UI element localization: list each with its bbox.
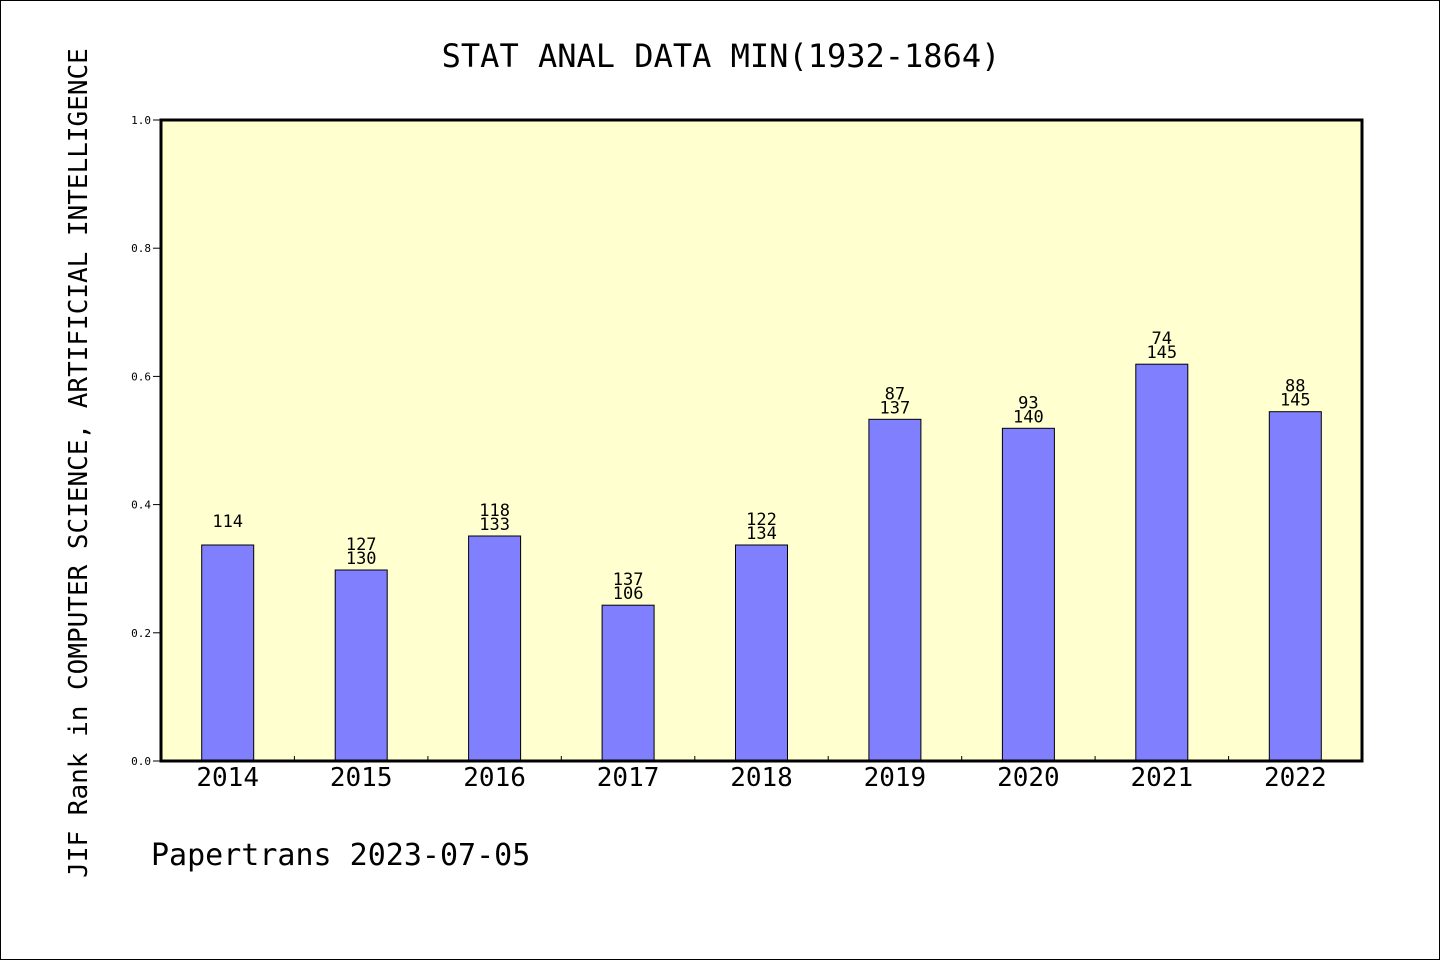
bar-2014 (201, 544, 255, 762)
x-tick-label-2019: 2019 (864, 763, 927, 793)
data-label-2022-1: 88 (1285, 377, 1305, 397)
data-label-2014-1: 114 (212, 512, 243, 532)
data-label-2015-1: 127 (346, 535, 377, 555)
x-tick-label-2017: 2017 (597, 763, 660, 793)
bar-2021 (1135, 363, 1189, 762)
plot-frame (159, 118, 1364, 763)
data-label-2020-2: 140 (1013, 407, 1044, 427)
data-label-2018-1: 122 (746, 510, 777, 530)
bar-2017 (601, 604, 655, 762)
footer-text: Papertrans 2023-07-05 (151, 838, 530, 873)
y-tick-label-0.0: 0.0 (131, 755, 151, 768)
bar-2019 (868, 418, 922, 762)
bars-group (201, 363, 1322, 762)
y-tick-label-1.0: 1.0 (131, 114, 151, 127)
x-tick-label-2016: 2016 (463, 763, 526, 793)
y-tick-label-0.4: 0.4 (131, 499, 151, 512)
bar-2020 (1001, 427, 1055, 762)
data-label-2022-2: 145 (1280, 391, 1311, 411)
x-tick-label-2022: 2022 (1264, 763, 1327, 793)
bar-2016 (468, 535, 522, 762)
x-tick-label-2020: 2020 (997, 763, 1060, 793)
y-tick-label-0.2: 0.2 (131, 627, 151, 640)
chart-title: STAT ANAL DATA MIN(1932-1864) (442, 37, 1001, 75)
x-axis: 2014 2015 2016 2017 2018 2019 2020 2021 2022 (196, 756, 1327, 793)
data-label-2019-1: 87 (885, 384, 905, 404)
data-label-2017-1: 137 (613, 570, 644, 590)
bar-2015 (334, 569, 388, 762)
data-label-2016-1: 118 (479, 501, 510, 521)
data-label-2019-2: 137 (880, 398, 911, 418)
y-axis-label: JIF Rank in COMPUTER SCIENCE, ARTIFICIAL… (64, 48, 94, 878)
bar-2022 (1268, 411, 1322, 762)
data-label-2021-1: 74 (1152, 329, 1172, 349)
data-label-2018-2: 134 (746, 524, 777, 544)
x-tick-label-2018: 2018 (730, 763, 793, 793)
y-tick-label-0.8: 0.8 (131, 242, 151, 255)
data-label-2016-2: 133 (479, 515, 510, 535)
data-label-2015-2: 130 (346, 549, 377, 569)
data-label-2017-2: 106 (613, 584, 644, 604)
data-label-2020-1: 93 (1018, 393, 1038, 413)
data-label-2021-2: 145 (1146, 343, 1177, 363)
x-tick-label-2021: 2021 (1130, 763, 1193, 793)
y-tick-label-0.6: 0.6 (131, 370, 151, 383)
x-tick-label-2014: 2014 (196, 763, 259, 793)
bar-2018 (735, 544, 788, 762)
y-axis: 0.0 0.2 0.4 0.6 0.8 1.0 (131, 114, 161, 768)
x-tick-label-2015: 2015 (330, 763, 393, 793)
